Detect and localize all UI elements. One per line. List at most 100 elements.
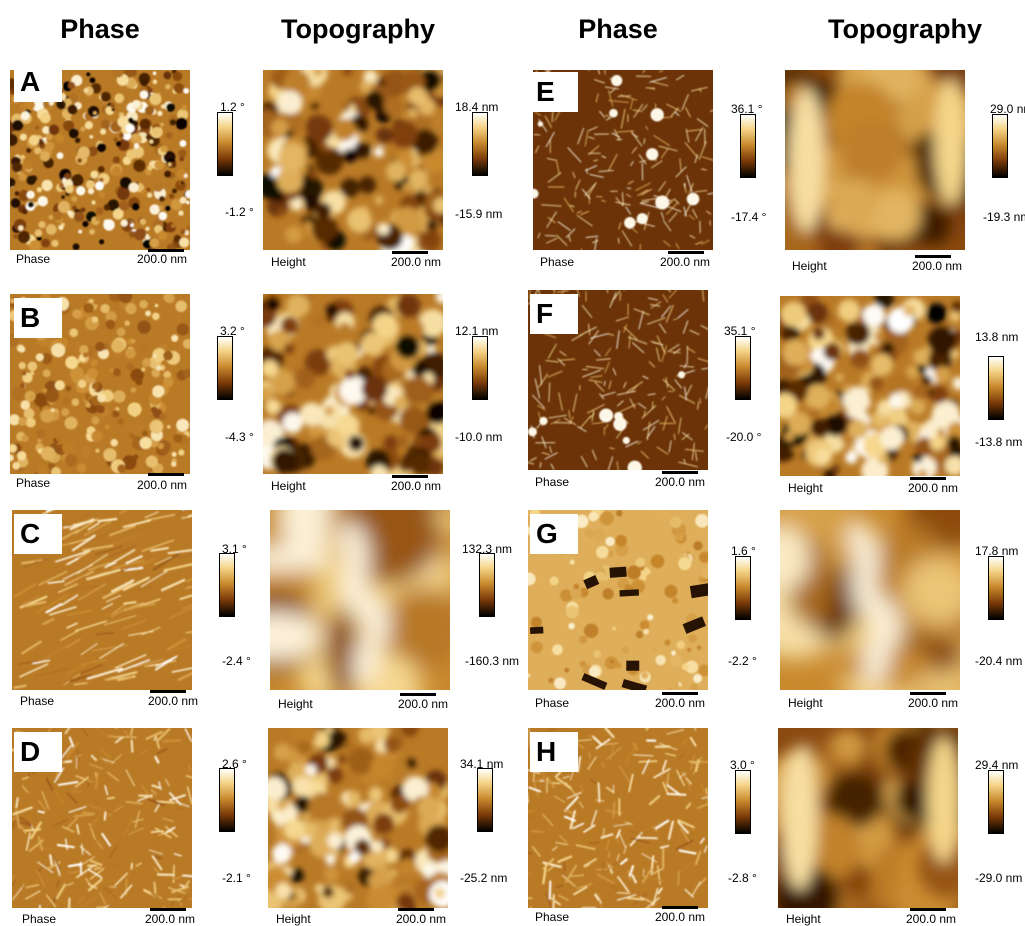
height-scale-label-c: 200.0 nm [398,697,449,711]
phase-colorbar-a [217,112,233,176]
height-min-label-f: -13.8 nm [975,435,1023,449]
phase-scale-bar-h [662,906,698,909]
phase-caption-c: Phase [20,694,55,708]
phase-max-label-f: 35.1 ° [724,324,756,338]
height-scale-label-d: 200.0 nm [396,912,447,926]
height-colorbar-e [992,114,1008,178]
panel-letter-h: H [530,732,578,772]
height-colorbar-h [988,770,1004,834]
phase-scale-bar-d [150,908,186,911]
phase-max-label-c: 3.1 ° [222,542,247,556]
phase-max-label-g: 1.6 ° [731,544,756,558]
height-min-label-d: -25.2 nm [460,871,508,885]
height-colorbar-a [472,112,488,176]
phase-scale-label-g: 200.0 nm [655,696,706,710]
phase-max-label-e: 36.1 ° [731,102,763,116]
phase-scale-bar-g [662,692,698,695]
topography-image-h [778,728,958,908]
height-colorbar-d [477,768,493,832]
panel-letter-d: D [14,732,62,772]
height-scale-bar-h [910,908,946,911]
height-caption-d: Height [276,912,311,926]
height-min-label-e: -19.3 nm [983,210,1025,224]
panel-letter-e: E [530,72,578,112]
phase-min-label-d: -2.1 ° [222,871,251,885]
phase-caption-g: Phase [535,696,570,710]
height-min-label-g: -20.4 nm [975,654,1023,668]
height-caption-b: Height [271,479,306,493]
height-caption-c: Height [278,697,313,711]
phase-caption-d: Phase [22,912,57,926]
phase-min-label-g: -2.2 ° [728,654,757,668]
phase-colorbar-h [735,770,751,834]
phase-image-a [10,70,190,250]
topography-image-c [270,510,450,690]
height-colorbar-c [479,553,495,617]
height-scale-label-a: 200.0 nm [391,255,442,269]
phase-min-label-a: -1.2 ° [225,205,254,219]
height-max-label-g: 17.8 nm [975,544,1019,558]
height-max-label-e: 29.0 nm [990,102,1025,116]
phase-caption-b: Phase [16,476,51,490]
height-scale-label-h: 200.0 nm [906,912,957,926]
phase-min-label-f: -20.0 ° [726,430,762,444]
height-min-label-b: -10.0 nm [455,430,503,444]
topography-image-f [780,296,960,476]
height-scale-bar-f [910,477,946,480]
phase-scale-bar-c [150,690,186,693]
panel-letter-b: B [14,298,62,338]
phase-colorbar-d [219,768,235,832]
height-caption-e: Height [792,259,827,273]
phase-scale-label-b: 200.0 nm [137,478,188,492]
panel-letter-g: G [530,514,578,554]
phase-min-label-c: -2.4 ° [222,654,251,668]
height-colorbar-b [472,336,488,400]
phase-min-label-b: -4.3 ° [225,430,254,444]
height-scale-bar-c [400,693,436,696]
phase-max-label-b: 3.2 ° [220,324,245,338]
height-caption-g: Height [788,696,823,710]
height-colorbar-g [988,556,1004,620]
phase-scale-bar-a [148,249,184,252]
height-scale-label-g: 200.0 nm [908,696,959,710]
height-max-label-a: 18.4 nm [455,100,499,114]
height-min-label-c: -160.3 nm [465,654,520,668]
phase-max-label-d: 2.6 ° [222,757,247,771]
phase-max-label-a: 1.2 ° [220,100,245,114]
phase-colorbar-e [740,114,756,178]
column-header-phase-right: Phase [578,14,658,44]
phase-colorbar-g [735,556,751,620]
phase-caption-h: Phase [535,910,570,924]
height-min-label-a: -15.9 nm [455,207,503,221]
height-caption-f: Height [788,481,823,495]
height-max-label-d: 34.1 nm [460,757,504,771]
height-min-label-h: -29.0 nm [975,871,1023,885]
phase-scale-label-d: 200.0 nm [145,912,196,926]
phase-max-label-h: 3.0 ° [730,758,755,772]
phase-scale-bar-e [668,251,704,254]
height-scale-label-b: 200.0 nm [391,479,442,493]
phase-colorbar-f [735,336,751,400]
panel-letter-c: C [14,514,62,554]
height-colorbar-f [988,356,1004,420]
topography-image-a [263,70,443,250]
phase-colorbar-b [217,336,233,400]
topography-image-b [263,294,443,474]
panel-letter-a: A [14,62,62,102]
height-scale-label-e: 200.0 nm [912,259,963,273]
phase-caption-f: Phase [535,475,570,489]
phase-scale-label-c: 200.0 nm [148,694,199,708]
phase-colorbar-c [219,553,235,617]
height-scale-bar-e [915,255,951,258]
height-caption-a: Height [271,255,306,269]
phase-caption-e: Phase [540,255,575,269]
phase-scale-bar-f [662,471,698,474]
height-scale-bar-b [392,475,428,478]
height-max-label-b: 12.1 nm [455,324,499,338]
phase-caption-a: Phase [16,252,51,266]
height-max-label-f: 13.8 nm [975,330,1019,344]
phase-min-label-h: -2.8 ° [728,871,757,885]
phase-scale-bar-b [148,473,184,476]
phase-min-label-e: -17.4 ° [731,210,767,224]
column-header-topography-left: Topography [281,14,435,44]
